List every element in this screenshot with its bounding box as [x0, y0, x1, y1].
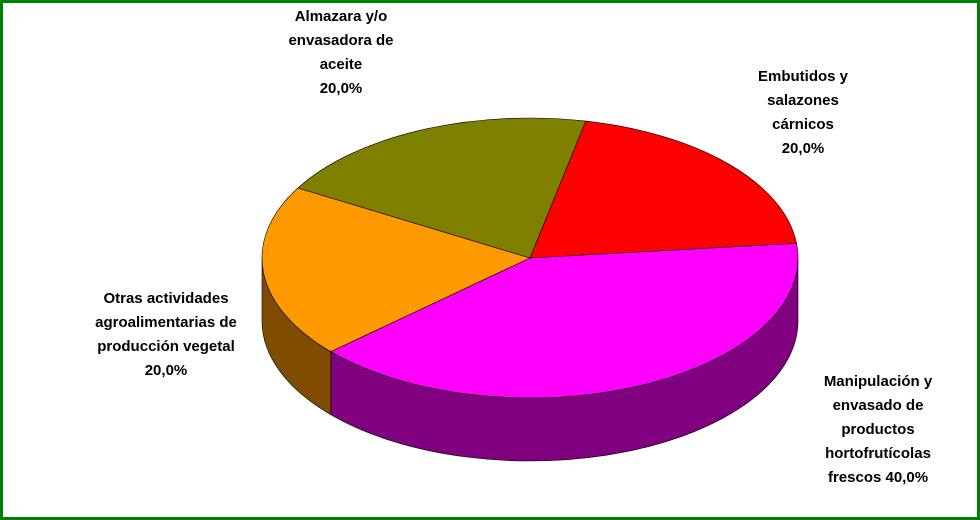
category-label: Almazara y/o envasadora de aceite: [288, 8, 394, 73]
slice-label: Manipulación y envasado de productos hor…: [803, 370, 953, 490]
slice-label: Embutidos y salazones cárnicos 20,0%: [743, 65, 863, 161]
pie-slice: [330, 243, 799, 399]
category-label: Otras actividades agroalimentarias de pr…: [95, 290, 237, 355]
value-label: 40,0%: [885, 469, 929, 486]
value-label: 20,0%: [319, 80, 363, 97]
value-label: 20,0%: [144, 362, 188, 379]
value-label: 20,0%: [781, 140, 825, 157]
slice-label: Otras actividades agroalimentarias de pr…: [91, 287, 241, 383]
pie-slice: [529, 120, 797, 259]
pie-slice: [261, 187, 531, 353]
category-label: Manipulación y envasado de productos hor…: [823, 373, 933, 486]
slice-label: Almazara y/o envasadora de aceite 20,0%: [271, 5, 411, 101]
chart: [261, 117, 799, 462]
category-label: Embutidos y salazones cárnicos: [757, 68, 848, 133]
pie-slice: [297, 117, 587, 259]
